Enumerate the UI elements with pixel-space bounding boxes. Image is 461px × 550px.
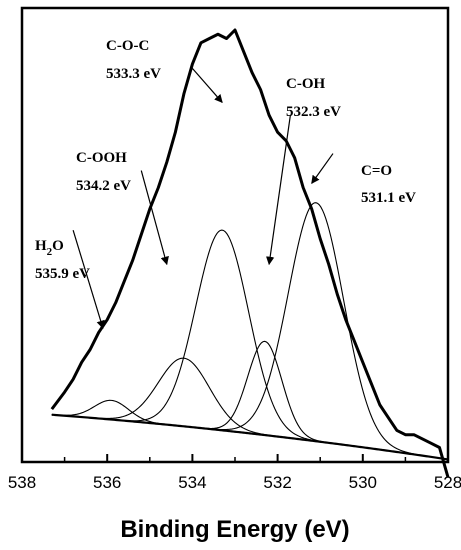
annotation-coc-name: C-O-C: [106, 38, 149, 54]
x-axis-title: Binding Energy (eV): [120, 516, 349, 543]
plot-border: [20, 6, 450, 464]
component-curve-c-o: [51, 202, 449, 460]
annotation-coh-name: C-OH: [286, 76, 325, 92]
annotation-h2o-arrow: [72, 230, 105, 330]
annotation-co-arrow: [311, 153, 334, 185]
annotation-cooh-arrow: [140, 170, 169, 266]
annotation-h2o-name-sub: 2: [47, 246, 53, 258]
annotation-coc-arrow: [191, 67, 223, 104]
x-tick-label-530: 530: [349, 473, 377, 492]
annotation-cooh-name: C-OOH: [76, 150, 127, 166]
background-line: [51, 413, 449, 461]
x-tick-label-536: 536: [93, 473, 121, 492]
annotation-h2o-energy: 535.9 eV: [35, 266, 90, 282]
components-layer: [51, 202, 449, 460]
annotation-cooh-energy: 534.2 eV: [76, 178, 131, 194]
annotation-coh-arrow: [265, 115, 291, 266]
annotation-h2o-name-h: H: [35, 238, 47, 254]
annotation-h2o-name-o: O: [52, 238, 64, 254]
annotation-coh: C-OH 532.3 eV: [265, 76, 341, 266]
background-layer: [51, 413, 449, 461]
annotation-cooh: C-OOH 534.2 eV: [76, 150, 169, 266]
annotation-co-energy: 531.1 eV: [361, 190, 416, 206]
x-tick-label-532: 532: [263, 473, 291, 492]
plot-frame: [20, 6, 450, 464]
annotation-co-name: C=O: [361, 163, 392, 179]
x-tick-label-528: 528: [434, 473, 461, 492]
raw-spectrum-line: [50, 28, 450, 478]
annotation-coh-energy: 532.3 eV: [286, 104, 341, 120]
annotation-coc-energy: 533.3 eV: [106, 66, 161, 82]
annotation-h2o: H2O 535.9 eV: [35, 230, 105, 330]
annotation-co: C=O 531.1 eV: [311, 153, 416, 206]
x-ticks: [21, 454, 449, 462]
annotation-h2o-name: H2O: [35, 238, 64, 258]
component-curve-c-o-c: [51, 229, 449, 460]
component-curve-c-ooh: [51, 357, 449, 460]
x-tick-label-534: 534: [178, 473, 206, 492]
annotation-coc: C-O-C 533.3 eV: [106, 38, 223, 104]
x-tick-labels: 538 536 534 532 530 528: [8, 473, 461, 492]
x-axis: 538 536 534 532 530 528 Binding Energy (eV): [8, 454, 461, 543]
spectrum-layer: [50, 28, 450, 478]
x-tick-label-538: 538: [8, 473, 36, 492]
